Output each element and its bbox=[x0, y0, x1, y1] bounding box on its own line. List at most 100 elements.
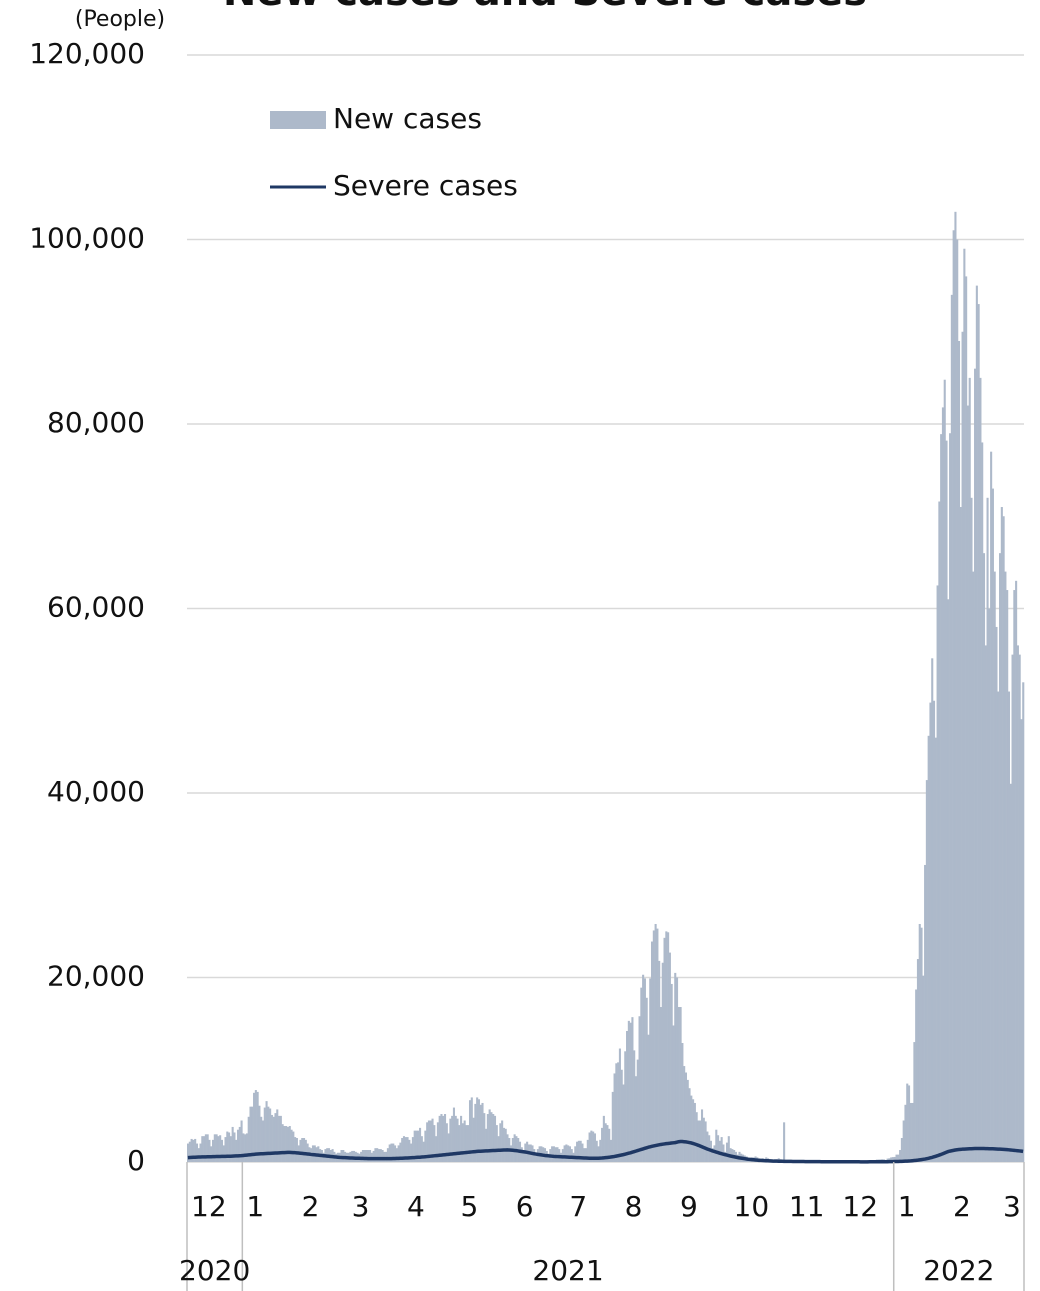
bar bbox=[411, 1137, 414, 1162]
y-tick-label: 100,000 bbox=[29, 222, 145, 255]
bar bbox=[965, 276, 968, 1162]
bar bbox=[367, 1150, 370, 1162]
bar bbox=[303, 1138, 306, 1162]
bar bbox=[642, 974, 645, 1162]
bar bbox=[902, 1120, 905, 1162]
bar bbox=[727, 1136, 730, 1162]
bar bbox=[451, 1115, 454, 1162]
bar bbox=[922, 975, 925, 1162]
bar bbox=[693, 1102, 696, 1162]
bar bbox=[258, 1105, 261, 1162]
bar bbox=[522, 1150, 525, 1162]
bar bbox=[601, 1127, 604, 1162]
bar bbox=[899, 1150, 902, 1162]
bar bbox=[447, 1133, 450, 1162]
bar bbox=[245, 1133, 248, 1162]
bar bbox=[1015, 580, 1018, 1162]
line bbox=[187, 1139, 1024, 1164]
bar bbox=[700, 1109, 704, 1162]
x-tick-label: 7 bbox=[569, 1190, 587, 1223]
bar bbox=[263, 1107, 266, 1162]
x-tick-label: 1 bbox=[246, 1190, 264, 1223]
bar bbox=[226, 1131, 229, 1162]
bar bbox=[443, 1114, 447, 1162]
bar bbox=[195, 1143, 199, 1162]
bar bbox=[365, 1150, 368, 1162]
bar bbox=[959, 507, 962, 1162]
bar bbox=[715, 1129, 718, 1162]
bar bbox=[665, 931, 668, 1162]
bar bbox=[283, 1126, 286, 1162]
bar bbox=[574, 1146, 577, 1162]
year-label: 2021 bbox=[532, 1254, 603, 1287]
bar bbox=[217, 1136, 220, 1162]
bar bbox=[897, 1154, 900, 1162]
bar bbox=[651, 941, 654, 1162]
bar bbox=[369, 1150, 372, 1162]
bar bbox=[581, 1143, 584, 1162]
bar bbox=[211, 1139, 215, 1162]
bar bbox=[670, 983, 673, 1162]
bar bbox=[261, 1120, 265, 1162]
bar bbox=[950, 294, 953, 1163]
bar bbox=[292, 1131, 295, 1162]
bar bbox=[442, 1115, 445, 1162]
bar bbox=[974, 368, 977, 1162]
bar bbox=[668, 952, 671, 1162]
bar bbox=[720, 1137, 723, 1162]
bar bbox=[702, 1117, 705, 1162]
bar bbox=[609, 1139, 613, 1162]
bar bbox=[495, 1125, 498, 1162]
bar bbox=[461, 1123, 464, 1162]
bar bbox=[470, 1097, 473, 1162]
bar bbox=[656, 928, 659, 1162]
bar bbox=[270, 1114, 273, 1162]
y-unit: (People) bbox=[75, 7, 165, 32]
bar bbox=[634, 1076, 638, 1162]
bar bbox=[941, 407, 944, 1162]
bar bbox=[436, 1122, 439, 1162]
bar bbox=[677, 1007, 680, 1162]
bar bbox=[278, 1115, 281, 1162]
bar bbox=[456, 1118, 459, 1162]
y-tick-label: 60,000 bbox=[47, 591, 145, 624]
bar bbox=[1020, 719, 1023, 1162]
bar bbox=[945, 440, 948, 1163]
bar bbox=[684, 1072, 688, 1162]
bar bbox=[458, 1125, 461, 1162]
bar bbox=[231, 1126, 234, 1162]
bar bbox=[592, 1131, 595, 1162]
bar bbox=[244, 1134, 247, 1162]
bar bbox=[281, 1124, 284, 1162]
bar bbox=[954, 211, 957, 1162]
bar bbox=[203, 1136, 206, 1162]
bar bbox=[474, 1103, 477, 1162]
bar bbox=[986, 497, 989, 1162]
bar bbox=[583, 1148, 586, 1162]
bar bbox=[395, 1148, 398, 1162]
bar bbox=[449, 1118, 452, 1162]
bar bbox=[577, 1140, 580, 1162]
bar bbox=[413, 1130, 416, 1162]
bar bbox=[997, 691, 1000, 1162]
bar bbox=[570, 1149, 573, 1162]
bar bbox=[274, 1113, 277, 1162]
bar bbox=[299, 1139, 302, 1162]
x-tick-label: 3 bbox=[352, 1190, 370, 1223]
bar bbox=[249, 1106, 252, 1162]
bar bbox=[236, 1129, 240, 1162]
bar bbox=[295, 1138, 298, 1162]
bar bbox=[932, 700, 936, 1162]
bar bbox=[199, 1143, 202, 1162]
bar bbox=[404, 1137, 407, 1162]
legend-label: New cases bbox=[333, 102, 482, 135]
bar bbox=[201, 1136, 204, 1162]
bar bbox=[276, 1109, 279, 1162]
bar bbox=[197, 1148, 200, 1162]
bar bbox=[961, 331, 964, 1162]
bar bbox=[554, 1147, 557, 1162]
bar bbox=[938, 501, 941, 1162]
bar bbox=[565, 1144, 568, 1162]
bar bbox=[891, 1157, 895, 1162]
bar bbox=[617, 1062, 620, 1162]
